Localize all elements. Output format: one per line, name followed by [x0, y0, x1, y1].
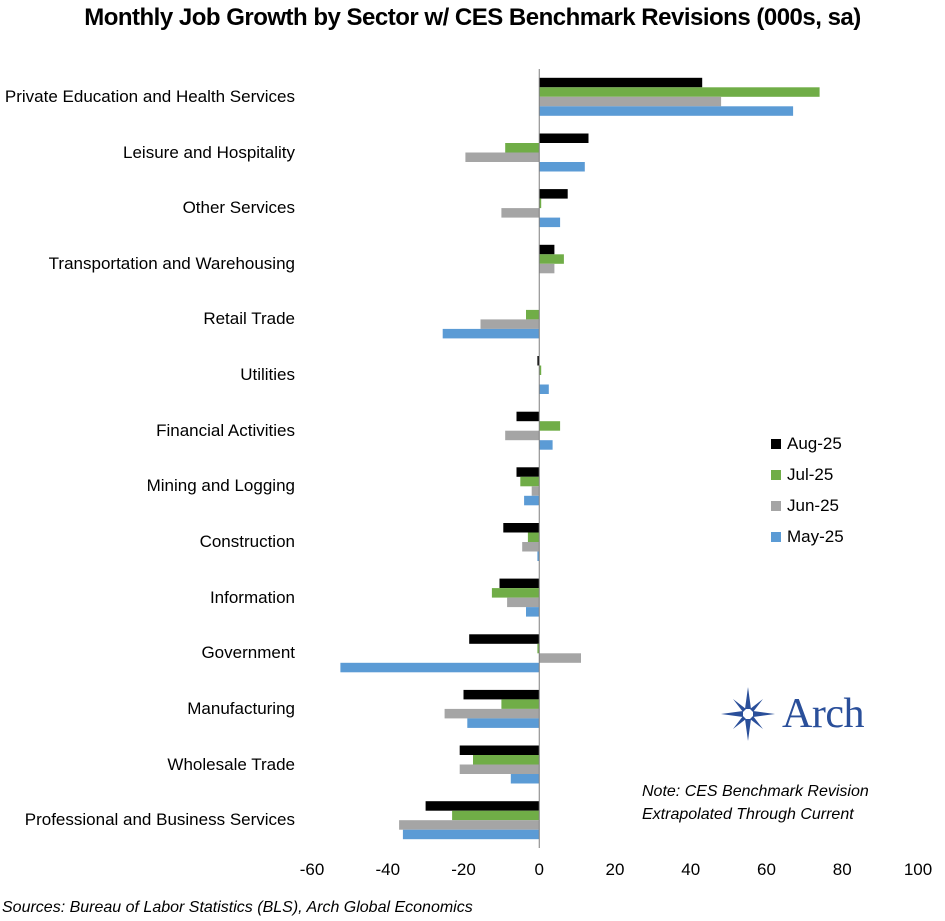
bar-jul-25 [526, 309, 540, 320]
category-label: Retail Trade [203, 309, 295, 329]
note-line-1: Note: CES Benchmark Revision [642, 783, 869, 800]
bar-may-25 [510, 774, 540, 784]
note-line-2: Extrapolated Through Current [642, 806, 854, 823]
category-label: Utilities [240, 365, 295, 384]
bar-may-25 [526, 607, 540, 617]
x-tick-label: -20 [451, 860, 476, 879]
bar-jul-25 [539, 254, 564, 264]
bar-aug-25 [425, 801, 540, 811]
legend-item: May-25 [771, 521, 844, 552]
category-label: Professional and Business Services [24, 810, 295, 830]
bar-jun-25 [480, 319, 540, 329]
bar-aug-25 [463, 689, 540, 700]
category-label: Other Services [182, 198, 295, 218]
arch-logo: Arch [720, 686, 864, 742]
bar-may-25 [539, 440, 553, 450]
legend-swatch-aug-25 [771, 438, 781, 449]
bar-jun-25 [507, 597, 540, 608]
chart-title: Monthly Job Growth by Sector w/ CES Benc… [84, 4, 861, 31]
bar-may-25 [539, 384, 549, 394]
x-tick-label: 20 [606, 860, 625, 879]
category-label: Wholesale Trade [167, 754, 295, 774]
bar-may-25 [442, 328, 540, 339]
arch-compass-icon [721, 687, 775, 741]
chart-note: Note: CES Benchmark Revision Extrapolate… [642, 780, 869, 826]
bar-aug-25 [539, 77, 703, 88]
x-tick-label: -40 [375, 860, 400, 879]
bar-aug-25 [537, 356, 540, 366]
bar-aug-25 [469, 634, 540, 644]
bar-jun-25 [531, 486, 540, 496]
category-label: Private Education and Health Services [4, 86, 295, 106]
category-label: Leisure and Hospitality [123, 142, 295, 162]
bar-jul-25 [539, 365, 542, 375]
bar-jul-25 [452, 810, 540, 821]
legend-item: Jul-25 [771, 459, 844, 490]
bar-jun-25 [465, 152, 540, 162]
bar-jun-25 [539, 653, 581, 663]
logo-text: Arch [782, 691, 864, 737]
x-tick-label: 40 [681, 860, 700, 879]
x-tick-label: 0 [535, 860, 544, 879]
x-tick-label: 60 [757, 860, 776, 879]
bar-aug-25 [499, 578, 540, 589]
bar-jul-25 [520, 476, 540, 487]
bar-jun-25 [522, 542, 540, 552]
bar-aug-25 [459, 745, 540, 755]
bar-may-25 [524, 495, 540, 506]
bar-aug-25 [539, 189, 568, 199]
bar-may-25 [539, 217, 561, 228]
category-label: Mining and Logging [146, 476, 295, 496]
bar-may-25 [537, 551, 540, 561]
x-tick-label: 80 [833, 860, 852, 879]
bar-jul-25 [539, 198, 542, 209]
source-note: Sources: Bureau of Labor Statistics (BLS… [2, 899, 473, 916]
bar-may-25 [340, 662, 540, 673]
category-label: Construction [199, 532, 295, 551]
bar-aug-25 [539, 133, 589, 143]
category-label: Government [201, 643, 295, 663]
x-tick-label: 100 [904, 860, 932, 879]
legend-item: Jun-25 [771, 490, 844, 521]
x-tick-label: -60 [300, 860, 325, 879]
legend-label: Jun-25 [787, 495, 839, 515]
bar-jul-25 [501, 699, 540, 709]
bar-may-25 [539, 162, 585, 172]
bar-jul-25 [537, 643, 540, 654]
bar-jun-25 [505, 430, 540, 441]
legend-swatch-jun-25 [771, 500, 781, 511]
category-label: Manufacturing [187, 698, 295, 718]
bar-jun-25 [539, 263, 555, 274]
legend-label: Aug-25 [787, 433, 842, 453]
bar-jun-25 [501, 208, 540, 218]
legend-label: Jul-25 [787, 464, 834, 484]
bar-jun-25 [399, 820, 540, 830]
bar-jun-25 [444, 708, 540, 719]
legend-swatch-may-25 [771, 531, 781, 542]
category-label: Financial Activities [156, 420, 295, 440]
bar-jul-25 [539, 421, 561, 431]
chart-legend: Aug-25 Jul-25 Jun-25 May-25 [771, 428, 844, 552]
legend-swatch-jul-25 [771, 469, 781, 480]
category-label: Transportation and Warehousing [48, 253, 295, 273]
category-label: Information [209, 587, 295, 607]
bar-aug-25 [503, 523, 540, 533]
bar-jul-25 [527, 532, 540, 542]
bar-jun-25 [459, 764, 540, 774]
bar-jun-25 [539, 96, 722, 107]
bar-jul-25 [539, 87, 820, 97]
bar-aug-25 [516, 411, 540, 422]
legend-label: May-25 [787, 526, 844, 546]
bar-may-25 [467, 718, 540, 728]
legend-item: Aug-25 [771, 428, 844, 459]
bar-aug-25 [516, 467, 540, 477]
bar-may-25 [402, 829, 540, 840]
bar-may-25 [539, 106, 794, 116]
bar-jul-25 [473, 755, 540, 765]
bar-jul-25 [491, 588, 540, 598]
bar-jul-25 [505, 143, 540, 153]
bar-aug-25 [539, 244, 555, 255]
